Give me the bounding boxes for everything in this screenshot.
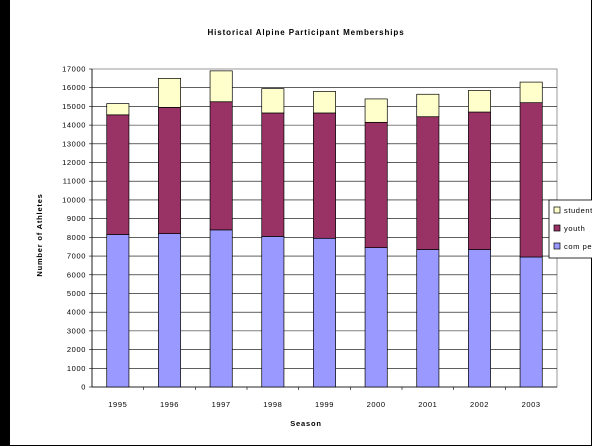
bar-segment-student-1999 bbox=[313, 91, 336, 114]
bar-segment-com-pet-1997 bbox=[209, 229, 233, 388]
bar-segment-student-2001 bbox=[416, 93, 440, 118]
bar-segment-student-1998 bbox=[261, 88, 285, 114]
y-tick-label: 15000 bbox=[62, 102, 86, 111]
x-tick-labels: 1995 1996 1997 1998 1999 2000 2001 2002 2003 bbox=[108, 400, 540, 409]
bar-segment-student-2000 bbox=[364, 98, 388, 123]
bar-segment-youth-2001 bbox=[416, 116, 440, 250]
y-tick-label: 11000 bbox=[63, 177, 86, 186]
y-tick-label: 4000 bbox=[67, 308, 86, 317]
y-axis-label: Number of Athletes bbox=[35, 193, 44, 276]
bar-segment-com-pet-2001 bbox=[416, 249, 440, 388]
bar-segment-com-pet-1996 bbox=[158, 233, 181, 388]
y-tick-label: 13000 bbox=[62, 139, 86, 148]
bar-segment-youth-1999 bbox=[313, 112, 336, 239]
x-tick-label: 2000 bbox=[367, 400, 386, 409]
bar-segment-youth-2003 bbox=[519, 102, 543, 258]
bar-segment-com-pet-1998 bbox=[261, 236, 285, 388]
x-axis-label: Season bbox=[290, 419, 321, 428]
y-tick-label: 0 bbox=[81, 383, 86, 392]
bars bbox=[106, 70, 543, 388]
legend-label-student: student bbox=[564, 206, 592, 215]
y-tick-label: 16000 bbox=[62, 83, 86, 92]
legend-label-youth: youth bbox=[564, 224, 585, 233]
bar-segment-com-pet-2002 bbox=[468, 249, 491, 388]
x-tick-label: 2003 bbox=[522, 400, 541, 409]
y-tick-label: 5000 bbox=[67, 289, 86, 298]
bar-segment-youth-1995 bbox=[106, 114, 130, 235]
legend: student youth com pet bbox=[548, 199, 592, 259]
y-tick-label: 3000 bbox=[67, 326, 86, 335]
x-tick-label: 1998 bbox=[263, 400, 282, 409]
y-tick-label: 6000 bbox=[67, 270, 86, 279]
bar-segment-com-pet-1995 bbox=[106, 234, 130, 388]
y-tick-label: 8000 bbox=[67, 233, 86, 242]
bar-segment-student-2003 bbox=[519, 81, 543, 104]
x-tick-label: 2002 bbox=[470, 400, 489, 409]
x-tick-label: 2001 bbox=[418, 400, 437, 409]
y-tick-labels: 0 1000 2000 3000 4000 5000 6000 7000 8000 9000 100… bbox=[62, 65, 86, 392]
legend-swatch-youth bbox=[553, 224, 561, 232]
legend-label-com-pet: com pet bbox=[564, 242, 592, 251]
bar-segment-com-pet-1999 bbox=[313, 237, 336, 388]
x-tick-label: 1999 bbox=[315, 400, 334, 409]
bar-segment-student-2002 bbox=[468, 90, 491, 113]
bar-segment-com-pet-2003 bbox=[519, 256, 543, 388]
bar-segment-student-1997 bbox=[209, 70, 233, 103]
bar-segment-youth-1998 bbox=[261, 112, 285, 237]
y-tick-label: 7000 bbox=[67, 252, 86, 261]
legend-swatch-student bbox=[553, 206, 561, 214]
bar-segment-youth-2002 bbox=[468, 111, 491, 250]
x-tick-label: 1995 bbox=[108, 400, 127, 409]
y-tick-label: 9000 bbox=[67, 214, 86, 223]
x-tick-label: 1996 bbox=[160, 400, 179, 409]
y-tick-label: 1000 bbox=[67, 364, 86, 373]
y-tick-label: 14000 bbox=[62, 121, 86, 130]
y-tick-label: 10000 bbox=[62, 195, 86, 204]
chart-canvas: Historical Alpine Participant Membership… bbox=[35, 28, 592, 428]
bar-segment-com-pet-2000 bbox=[364, 247, 388, 388]
bar-segment-youth-1996 bbox=[158, 106, 181, 234]
y-tick-label: 2000 bbox=[67, 345, 86, 354]
legend-swatch-com-pet bbox=[553, 242, 561, 250]
bar-segment-student-1995 bbox=[106, 103, 130, 116]
y-tick-label: 12000 bbox=[62, 158, 86, 167]
y-tick-label: 17000 bbox=[62, 65, 86, 74]
bar-segment-youth-2000 bbox=[364, 121, 388, 248]
chart-title: Historical Alpine Participant Membership… bbox=[207, 28, 404, 37]
x-tick-label: 1997 bbox=[212, 400, 231, 409]
bar-segment-youth-1997 bbox=[209, 101, 233, 231]
bar-segment-student-1996 bbox=[158, 78, 181, 108]
